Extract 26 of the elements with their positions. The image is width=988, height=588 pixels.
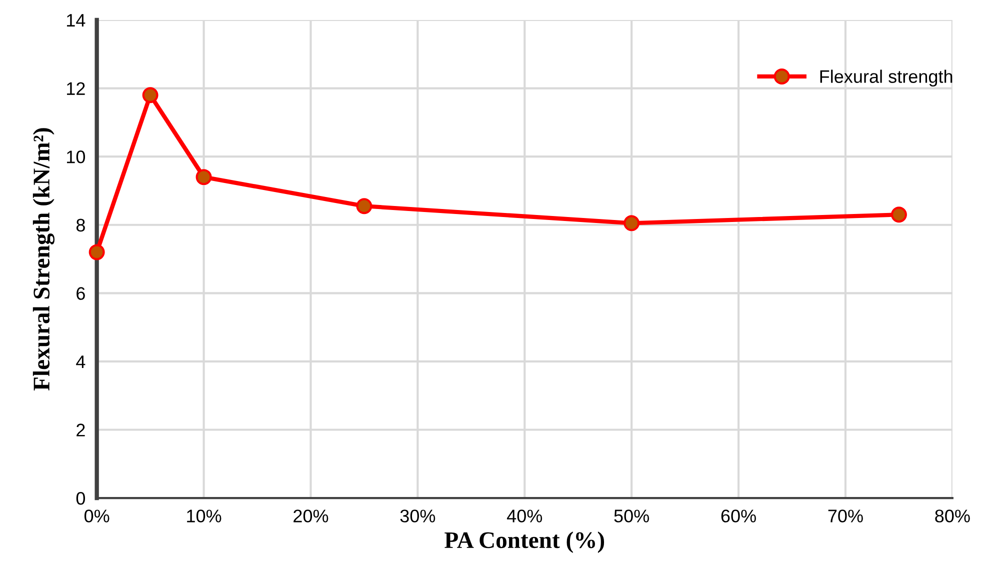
x-tick-label: 40% <box>506 510 542 522</box>
point <box>142 87 158 104</box>
y-tick-label: 0 <box>76 492 86 505</box>
y-tick-label: 6 <box>76 287 85 300</box>
x-tick-label: 30% <box>400 510 436 522</box>
point <box>88 244 105 260</box>
legend-label: Flexural strength <box>820 70 952 87</box>
y-tick-label: 4 <box>76 356 86 368</box>
x-axis-title: PA Content (%) <box>444 532 604 553</box>
point <box>890 206 907 223</box>
y-tick-label: 14 <box>67 14 86 27</box>
y-tick-label: 12 <box>67 82 85 95</box>
x-tick-label: 10% <box>187 510 222 522</box>
x-tick-label: 50% <box>614 510 650 522</box>
x-tick-label: 60% <box>721 510 756 522</box>
y-axis-title: Flexural Strength (kN/m²) <box>32 128 55 390</box>
x-tick-label: 0% <box>84 510 110 522</box>
y-tick-label: 10 <box>67 150 86 164</box>
x-tick-label: 80% <box>935 510 970 522</box>
y-tick-label: 8 <box>76 218 85 232</box>
point <box>624 215 640 232</box>
x-tick-label: 20% <box>294 510 328 522</box>
point <box>356 198 372 214</box>
y-tick-label: 2 <box>76 424 85 436</box>
point <box>196 169 212 186</box>
x-tick-label: 70% <box>828 510 863 522</box>
